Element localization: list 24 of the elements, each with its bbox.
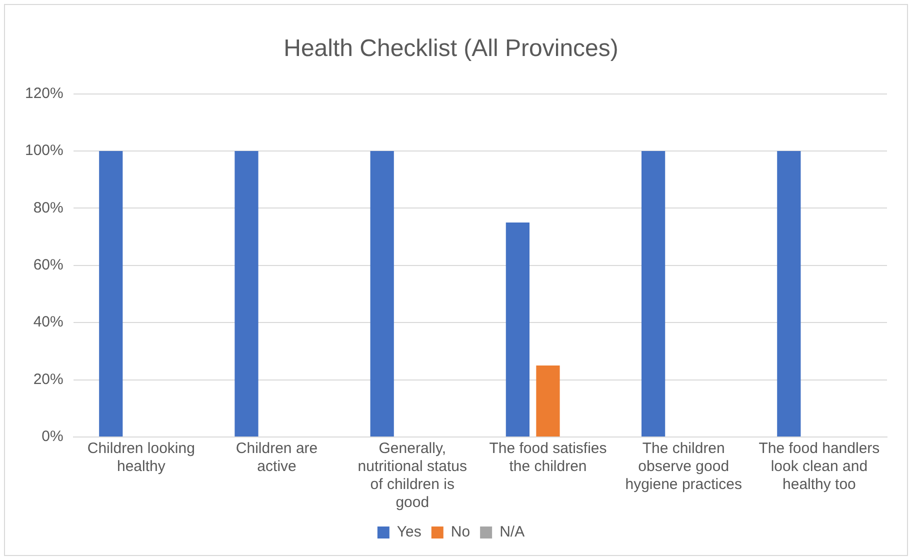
x-tick-label: The children observe good hygiene practices — [625, 440, 742, 494]
y-tick-label: 40% — [33, 314, 64, 331]
bar — [234, 151, 258, 436]
y-tick-label: 80% — [33, 199, 64, 216]
x-tick-label: Children are active — [236, 440, 318, 476]
x-tick-label: Generally, nutritional status of children is good — [358, 440, 467, 512]
x-tick-label: The food satisfies the children — [489, 440, 607, 476]
y-tick-label: 100% — [24, 142, 64, 160]
x-tick-label: Children looking healthy — [87, 440, 195, 476]
legend-label: N/A — [500, 524, 525, 541]
y-tick-label: 20% — [33, 370, 64, 388]
y-tick-label: 120% — [24, 84, 64, 102]
y-tick-label: 60% — [33, 256, 64, 274]
bar — [536, 366, 560, 436]
bar — [777, 151, 801, 436]
legend-label: Yes — [396, 524, 422, 541]
bar — [370, 151, 394, 436]
bar — [506, 222, 530, 436]
legend-label: No — [450, 524, 470, 541]
chart-title: Health Checklist (All Provinces) — [284, 35, 618, 62]
y-tick-label: 0% — [42, 428, 64, 446]
bar — [99, 151, 123, 436]
bar — [641, 151, 666, 436]
x-tick-label: The food handlers look clean and healthy too — [758, 440, 880, 494]
